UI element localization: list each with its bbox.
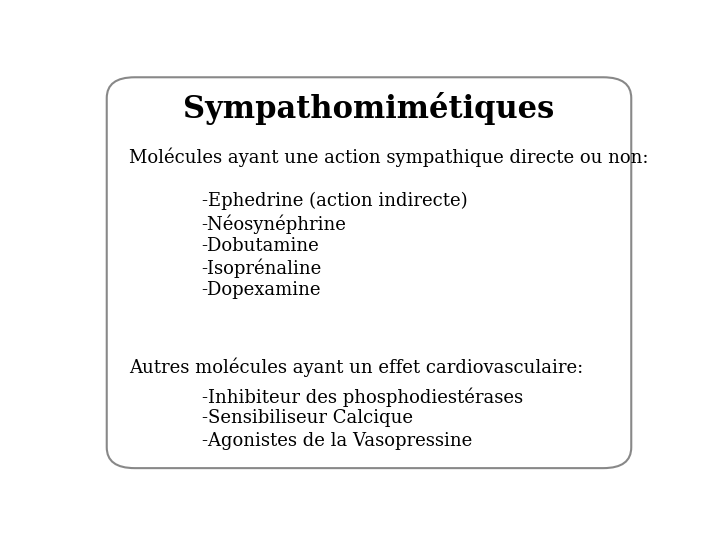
Text: -Ephedrine (action indirecte): -Ephedrine (action indirecte): [202, 192, 467, 210]
FancyBboxPatch shape: [107, 77, 631, 468]
Text: -Isoprénaline: -Isoprénaline: [202, 259, 322, 279]
Text: -Dopexamine: -Dopexamine: [202, 281, 321, 300]
Text: -Néosynéphrine: -Néosynéphrine: [202, 214, 346, 234]
Text: -Inhibiteur des phosphodiestérases: -Inhibiteur des phosphodiestérases: [202, 387, 523, 407]
Text: Molécules ayant une action sympathique directe ou non:: Molécules ayant une action sympathique d…: [129, 148, 649, 167]
Text: Autres molécules ayant un effet cardiovasculaire:: Autres molécules ayant un effet cardiova…: [129, 358, 583, 377]
Text: -Agonistes de la Vasopressine: -Agonistes de la Vasopressine: [202, 432, 472, 450]
Text: -Sensibiliseur Calcique: -Sensibiliseur Calcique: [202, 409, 413, 428]
Text: -Dobutamine: -Dobutamine: [202, 237, 320, 254]
Text: Sympathomimétiques: Sympathomimétiques: [184, 92, 554, 125]
